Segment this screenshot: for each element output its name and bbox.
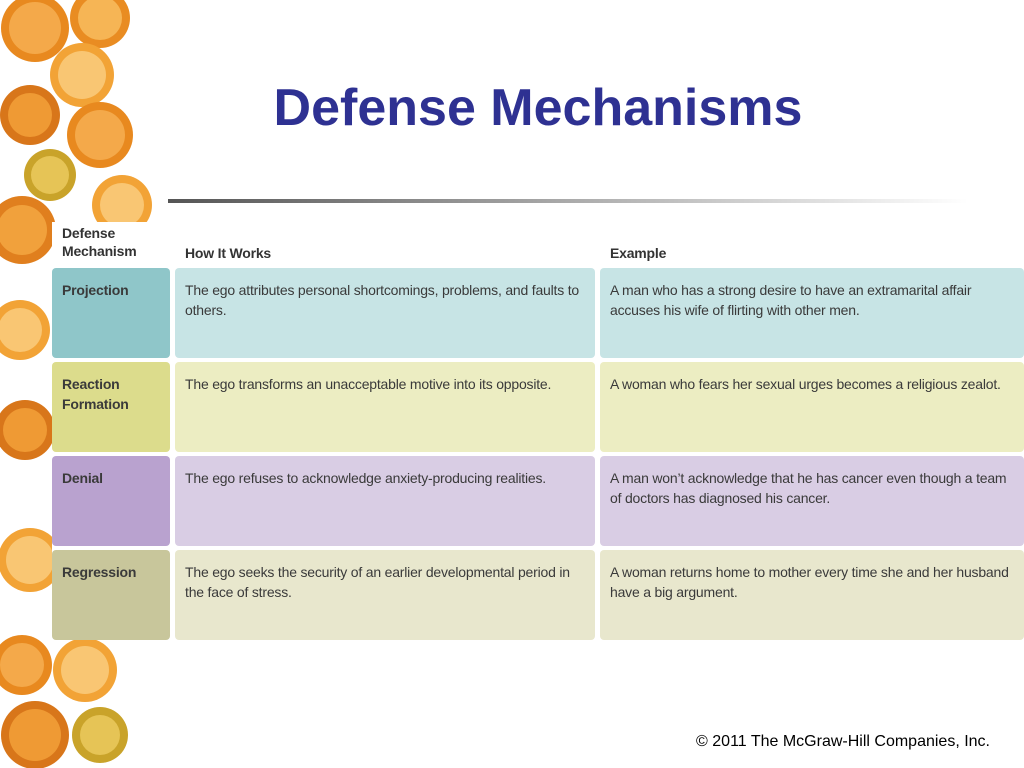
divider — [168, 199, 968, 203]
table-cell: A woman who fears her sexual urges becom… — [600, 362, 1024, 452]
table-cell: The ego seeks the security of an earlier… — [175, 550, 595, 640]
column-header: Example — [610, 245, 667, 261]
mechanism-cell: Reaction Formation — [52, 362, 170, 452]
mechanism-cell: Projection — [52, 268, 170, 358]
mechanism-cell: Regression — [52, 550, 170, 640]
table-cell: The ego attributes personal shortcomings… — [175, 268, 595, 358]
slide-title: Defense Mechanisms — [273, 79, 803, 137]
oranges — [0, 0, 152, 768]
mechanism-cell: Denial — [52, 456, 170, 546]
orange-decoration — [0, 0, 152, 768]
column-header: Defense Mechanism — [62, 225, 137, 259]
table-cell: The ego refuses to acknowledge anxiety-p… — [175, 456, 595, 546]
table-cell: A woman returns home to mother every tim… — [600, 550, 1024, 640]
table-cell: A man who has a strong desire to have an… — [600, 268, 1024, 358]
table-cell: The ego transforms an unacceptable motiv… — [175, 362, 595, 452]
table-cell: A man won’t acknowledge that he has canc… — [600, 456, 1024, 546]
copyright: © 2011 The McGraw-Hill Companies, Inc. — [696, 733, 990, 750]
table: Defense Mechanism How It Works Example P… — [52, 222, 1024, 640]
column-header: How It Works — [185, 245, 272, 261]
